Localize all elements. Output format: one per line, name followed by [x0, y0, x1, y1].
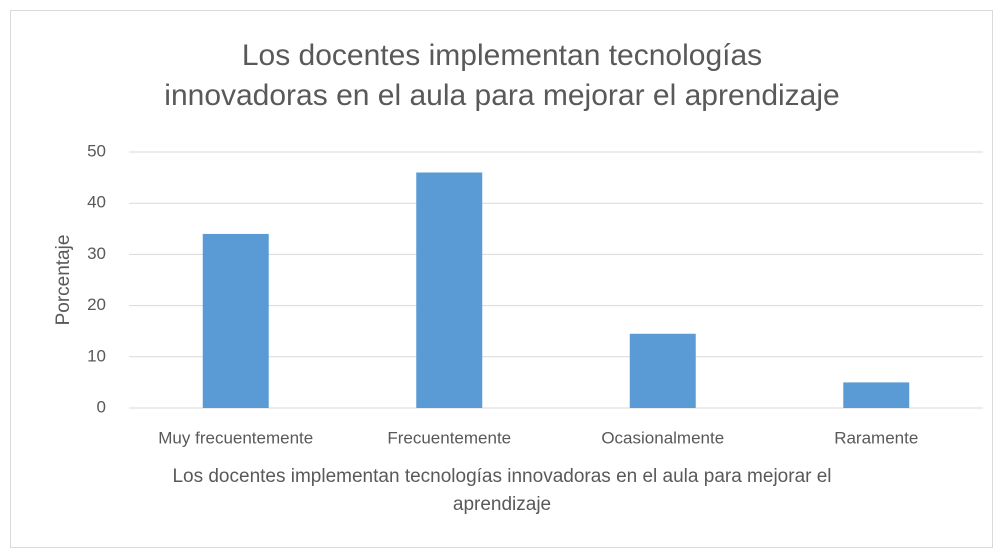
y-tick-label: 10	[87, 346, 106, 365]
y-tick-label: 40	[87, 193, 106, 212]
y-tick-label: 0	[97, 397, 106, 416]
y-axis-label: Porcentaje	[53, 235, 74, 326]
x-axis-label: Los docentes implementan tecnologías inn…	[172, 466, 832, 515]
bar	[416, 172, 483, 408]
x-tick-label: Raramente	[834, 428, 918, 447]
bar	[843, 382, 910, 408]
y-tick-label: 50	[87, 141, 106, 160]
bar	[629, 333, 696, 408]
x-tick-label: Ocasionalmente	[601, 428, 724, 447]
x-tick-label: Muy frecuentemente	[158, 428, 313, 447]
chart-frame	[10, 10, 993, 548]
x-tick-label: Frecuentemente	[387, 428, 511, 447]
chart-title: Los docentes implementan tecnologías inn…	[164, 39, 840, 112]
bar	[202, 233, 269, 408]
y-tick-label: 30	[87, 244, 106, 263]
y-tick-label: 20	[87, 295, 106, 314]
